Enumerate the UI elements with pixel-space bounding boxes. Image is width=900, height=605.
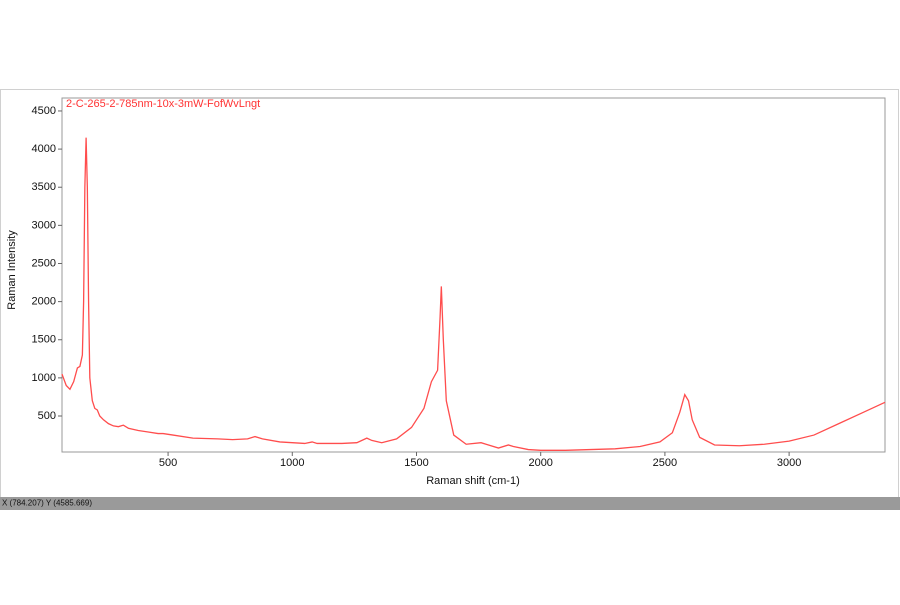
frame: [0, 89, 899, 500]
y-tick-label: 4500: [32, 105, 56, 117]
x-tick-label: 3000: [777, 457, 801, 469]
status-text: X (784.207) Y (4585.669): [2, 499, 92, 508]
y-tick-label: 1000: [32, 372, 56, 384]
y-tick-label: 3500: [32, 181, 56, 193]
plot-area: [61, 97, 886, 453]
chart-title: 2-C-265-2-785nm-10x-3mW-FofWvLngt: [66, 98, 260, 110]
x-tick-label: 500: [159, 457, 177, 469]
x-tick-label: 1500: [404, 457, 428, 469]
y-tick-label: 500: [38, 410, 56, 422]
y-axis-label: Raman Intensity: [6, 230, 18, 310]
x-tick-label: 2500: [653, 457, 677, 469]
x-tick-label: 1000: [280, 457, 304, 469]
y-tick-label: 1500: [32, 334, 56, 346]
spectrum-line: [61, 137, 886, 451]
x-axis-label: Raman shift (cm-1): [426, 475, 520, 487]
y-tick-label: 3000: [32, 219, 56, 231]
status-bar: [0, 497, 900, 510]
y-tick-label: 2000: [32, 296, 56, 308]
y-tick-label: 2500: [32, 257, 56, 269]
x-tick-label: 2000: [528, 457, 552, 469]
y-tick-label: 4000: [32, 143, 56, 155]
